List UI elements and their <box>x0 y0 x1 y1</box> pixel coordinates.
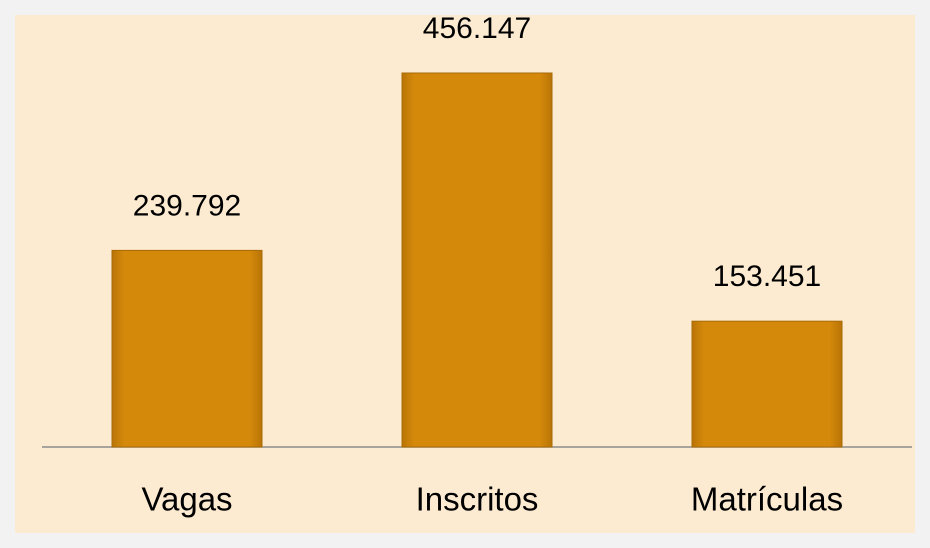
value-label: 153.451 <box>713 260 821 293</box>
bar <box>401 72 553 448</box>
x-tick-label: Inscritos <box>416 481 539 518</box>
value-label: 456.147 <box>423 12 531 45</box>
bar <box>691 320 843 448</box>
x-tick-label: Vagas <box>141 481 232 518</box>
value-label: 239.792 <box>133 189 241 222</box>
bar <box>111 249 263 448</box>
x-tick-label: Matrículas <box>691 481 843 518</box>
